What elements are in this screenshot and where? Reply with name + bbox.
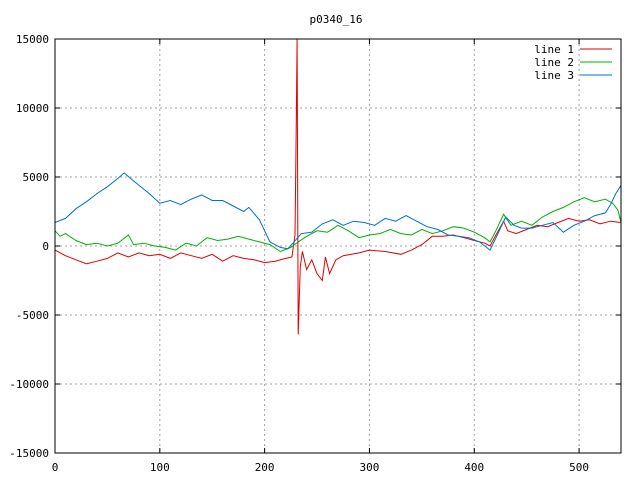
- series-layer: [55, 39, 621, 335]
- legend-label: line 3: [534, 69, 574, 82]
- y-tick-label: 5000: [23, 171, 50, 184]
- y-tick-label: 15000: [16, 33, 49, 46]
- y-tick-label: -15000: [9, 447, 49, 460]
- x-tick-label: 300: [360, 461, 380, 474]
- series-line-line-2: [55, 197, 621, 253]
- legend-label: line 1: [534, 43, 574, 56]
- axis-ticks: 0 100 200 300 400 500 -15000 -10000 -5000 0 5000 10…: [9, 33, 621, 474]
- y-tick-label: 0: [42, 240, 49, 253]
- x-tick-label: 500: [569, 461, 589, 474]
- x-tick-label: 100: [150, 461, 170, 474]
- y-tick-label: -5000: [16, 309, 49, 322]
- chart-title: p0340_16: [310, 13, 363, 26]
- x-tick-label: 200: [255, 461, 275, 474]
- x-tick-label: 0: [52, 461, 59, 474]
- grid: [55, 39, 621, 453]
- series-line-line-3: [55, 172, 621, 251]
- series-line-line-1: [55, 39, 621, 335]
- legend-label: line 2: [534, 56, 574, 69]
- x-tick-label: 400: [464, 461, 484, 474]
- y-tick-label: -10000: [9, 378, 49, 391]
- y-tick-label: 10000: [16, 102, 49, 115]
